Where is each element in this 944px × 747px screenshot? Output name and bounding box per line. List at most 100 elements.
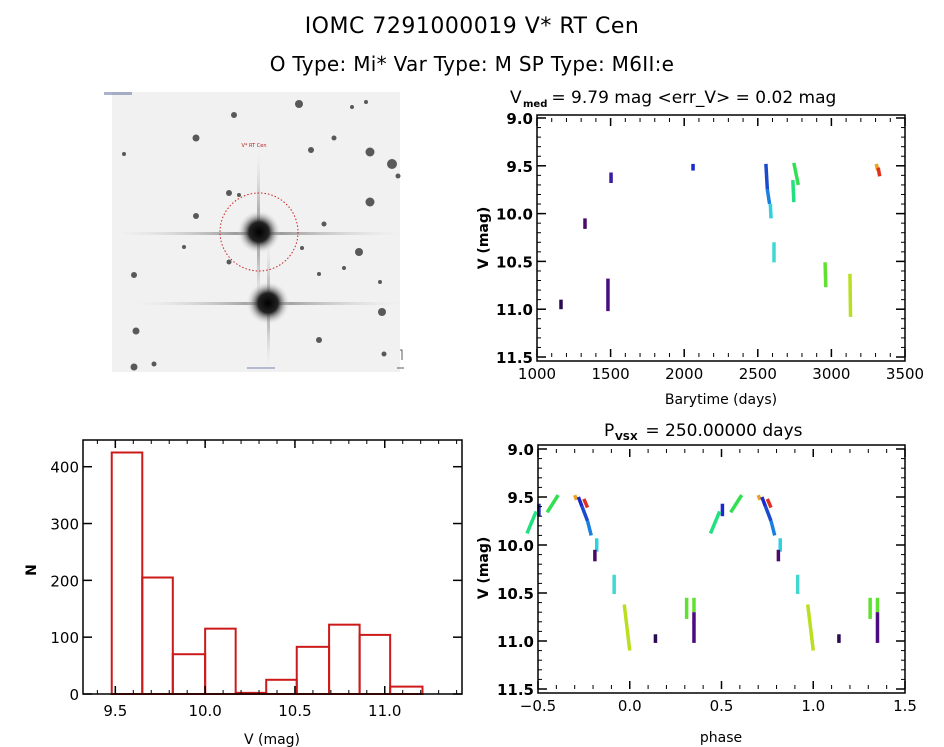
target-label: V* RT Cen: [242, 143, 267, 149]
phase-curve-segment: [545, 494, 560, 514]
field-star: [308, 147, 314, 153]
y-tick-label: 0: [69, 686, 79, 704]
field-star: [317, 272, 321, 276]
y-tick-label: 10.5: [497, 585, 534, 603]
field-star: [295, 100, 303, 108]
secondary-bright-star: [134, 242, 404, 367]
phase-curve-title-rest: = 250.00000 days: [640, 421, 803, 441]
field-star: [132, 327, 140, 335]
histogram-xlabel: V (mag): [244, 732, 300, 747]
phase-curve-segment: [806, 604, 815, 651]
light-curve-segment: [823, 262, 828, 288]
x-tick-label: 9.5: [103, 702, 127, 720]
light-curve-segment: [876, 167, 882, 177]
phase-curve-segment: [756, 494, 762, 501]
histogram-ylabel: N: [24, 564, 40, 576]
x-tick-label: 1.0: [801, 697, 825, 715]
y-tick-label: 10.5: [496, 253, 533, 271]
y-tick-label: 11.0: [496, 301, 533, 319]
y-tick-label: 300: [50, 516, 79, 534]
corner-label-mark: [104, 92, 132, 95]
scale-label-mark: [247, 367, 275, 369]
histogram-bar: [204, 627, 237, 696]
field-star: [365, 147, 375, 157]
histogram-bar: [171, 653, 207, 695]
phase-curve-segment: [582, 498, 590, 509]
phase-curve-title-main: P: [604, 421, 614, 441]
histogram-bar: [141, 576, 174, 696]
field-star: [395, 173, 401, 179]
phase-curve-segment: [622, 604, 632, 651]
phase-curve-segment: [760, 496, 768, 508]
light-curve-segment: [792, 162, 800, 186]
phase-curve-segment: [580, 505, 590, 522]
field-star: [226, 190, 232, 196]
light-curve-title-sub: med: [523, 99, 547, 110]
field-star: [381, 351, 387, 357]
field-star: [151, 361, 157, 367]
x-tick-label: 1000: [518, 365, 556, 383]
light-curve-xlabel: Barytime (days): [665, 392, 777, 408]
field-star: [192, 134, 200, 142]
finding-chart: V* RT Cen: [104, 92, 404, 372]
light-curve-segment: [764, 163, 770, 190]
phase-curve-segment: [765, 498, 773, 509]
phase-curve-ylabel: V (mag): [476, 537, 492, 600]
field-star: [131, 272, 137, 278]
y-tick-label: 100: [50, 629, 79, 647]
light-curve-title-main: V: [510, 88, 522, 108]
y-tick-label: 200: [50, 572, 79, 590]
field-star: [378, 280, 382, 284]
field-star: [226, 259, 232, 265]
y-tick-label: 9.0: [506, 110, 533, 128]
light-curve-title: V med = 9.79 mag <err_V> = 0.02 mag: [510, 88, 836, 110]
x-tick-label: 0.0: [618, 697, 642, 715]
phase-curve-segment: [573, 494, 579, 501]
x-tick-label: 10.0: [188, 702, 221, 720]
x-tick-label: 1500: [592, 365, 630, 383]
x-tick-label: 1.5: [893, 697, 917, 715]
field-star: [130, 363, 138, 371]
object-types: O Type: Mi* Var Type: M SP Type: M6II:e: [269, 52, 675, 76]
light-curve-segment: [768, 203, 773, 219]
y-tick-label: 400: [50, 459, 79, 477]
field-star: [231, 112, 237, 118]
light-curve-frame: [536, 114, 906, 362]
y-tick-label: 11.5: [496, 349, 533, 367]
histogram-bar: [389, 685, 424, 696]
phase-curve-segment: [769, 520, 777, 536]
x-tick-label: −0.5: [520, 697, 556, 715]
y-tick-label: 10.0: [496, 206, 533, 224]
y-tick-label: 9.5: [507, 489, 534, 507]
light-curve-ylabel: V (mag): [476, 207, 492, 270]
x-tick-label: 0.5: [710, 697, 734, 715]
light-curve-segment: [765, 189, 772, 205]
phase-curve-segment: [525, 510, 538, 535]
histogram-bar: [295, 645, 331, 695]
y-tick-label: 9.5: [506, 158, 533, 176]
light-curve-segment: [791, 180, 796, 203]
x-tick-label: 2000: [665, 365, 703, 383]
field-star: [378, 308, 386, 316]
phase-curve-segment: [763, 505, 773, 522]
histogram-frame: [82, 439, 463, 695]
phase-curve-segment: [585, 520, 593, 536]
histogram-bar: [265, 678, 298, 696]
field-star: [316, 337, 322, 343]
field-star: [331, 135, 337, 141]
phase-curve-segment: [576, 496, 584, 508]
field-star: [387, 159, 397, 169]
field-star: [364, 100, 368, 104]
field-star: [321, 221, 327, 227]
histogram-bar: [110, 451, 144, 696]
field-stars: [122, 100, 401, 371]
phase-curve-title: P VSX = 250.00000 days: [604, 421, 803, 443]
histogram-bar: [328, 623, 361, 695]
x-tick-label: 2500: [739, 365, 777, 383]
field-star: [350, 105, 354, 109]
y-tick-label: 9.0: [507, 441, 534, 459]
field-star: [300, 246, 304, 250]
x-tick-label: 3500: [886, 365, 924, 383]
phase-curve-frame: [537, 444, 906, 694]
